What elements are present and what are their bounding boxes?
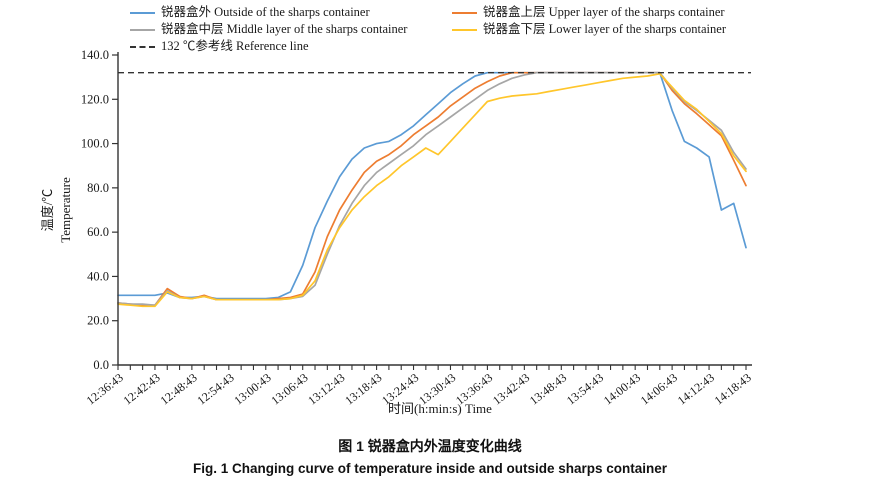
temperature-chart: 0.0 20.0 40.0 60.0 80.0 100.0 120.0 140.0 12:36:…	[40, 48, 754, 416]
x-tick-label: 13:42:43	[490, 370, 532, 407]
legend-swatch-middle-layer-line-icon	[130, 28, 155, 31]
x-tick-label: 13:18:43	[342, 370, 384, 407]
caption-zh: 图 1 锐器盒内外温度变化曲线	[338, 438, 522, 454]
legend-item-upper-layer: 锐器盒上层 Upper layer of the sharps containe…	[452, 4, 726, 21]
legend-item-outside: 锐器盒外 Outside of the sharps container	[130, 4, 452, 21]
series-line-outside	[117, 71, 747, 300]
series-line-upper-layer	[117, 71, 747, 307]
y-axis-title-en: Temperature	[58, 177, 73, 243]
y-tick-label: 140.0	[81, 48, 109, 62]
x-tick-label: 13:06:43	[268, 370, 310, 407]
x-tick-label: 13:48:43	[527, 370, 569, 407]
x-tick-label: 12:42:43	[121, 370, 163, 407]
legend-label-reference: 132 ℃参考线 Reference line	[161, 39, 309, 53]
legend-item-lower-layer: 锐器盒下层 Lower layer of the sharps containe…	[452, 21, 726, 38]
legend-swatch-outside-line-icon	[130, 11, 155, 14]
series-line-lower-layer	[117, 72, 747, 308]
series-line-middle-layer	[117, 71, 747, 307]
x-tick-label: 12:36:43	[84, 370, 126, 407]
y-tick-label: 60.0	[87, 225, 109, 239]
y-tick-label: 100.0	[81, 137, 109, 151]
legend-label-outside: 锐器盒外 Outside of the sharps container	[161, 5, 370, 19]
legend-swatch-lower-layer-line-icon	[452, 28, 477, 31]
legend-item-reference: 132 ℃参考线 Reference line	[130, 38, 452, 55]
y-tick-label: 80.0	[87, 181, 109, 195]
y-tick-label: 0.0	[93, 358, 109, 372]
chart-legend: 锐器盒外 Outside of the sharps container 锐器盒上…	[130, 4, 726, 55]
legend-label-middle-layer: 锐器盒中层 Middle layer of the sharps contain…	[161, 22, 408, 36]
x-tick-label: 13:00:43	[231, 370, 273, 407]
y-axis-title-zh: 温度/℃	[40, 189, 55, 232]
x-tick-label: 13:54:43	[564, 370, 606, 407]
x-tick-label: 14:12:43	[675, 370, 717, 407]
legend-swatch-reference-dashed-line-icon	[130, 45, 155, 48]
y-tick-label: 20.0	[87, 314, 109, 328]
figure-captions: 图 1 锐器盒内外温度变化曲线 Fig. 1 Changing curve of…	[0, 436, 860, 476]
y-tick-label: 40.0	[87, 269, 109, 283]
x-tick-label: 14:06:43	[638, 370, 680, 407]
x-axis-title: 时间(h:min:s) Time	[388, 401, 492, 416]
y-tick-label: 120.0	[81, 92, 109, 106]
x-tick-label: 12:48:43	[158, 370, 200, 407]
legend-label-upper-layer: 锐器盒上层 Upper layer of the sharps containe…	[483, 5, 725, 19]
x-tick-label: 14:18:43	[712, 370, 754, 407]
legend-item-middle-layer: 锐器盒中层 Middle layer of the sharps contain…	[130, 21, 452, 38]
legend-label-lower-layer: 锐器盒下层 Lower layer of the sharps containe…	[483, 22, 726, 36]
x-tick-label: 14:00:43	[601, 370, 643, 407]
x-tick-label: 12:54:43	[194, 370, 236, 407]
legend-swatch-upper-layer-line-icon	[452, 11, 477, 14]
x-tick-label: 13:12:43	[305, 370, 347, 407]
caption-en: Fig. 1 Changing curve of temperature ins…	[192, 461, 668, 476]
